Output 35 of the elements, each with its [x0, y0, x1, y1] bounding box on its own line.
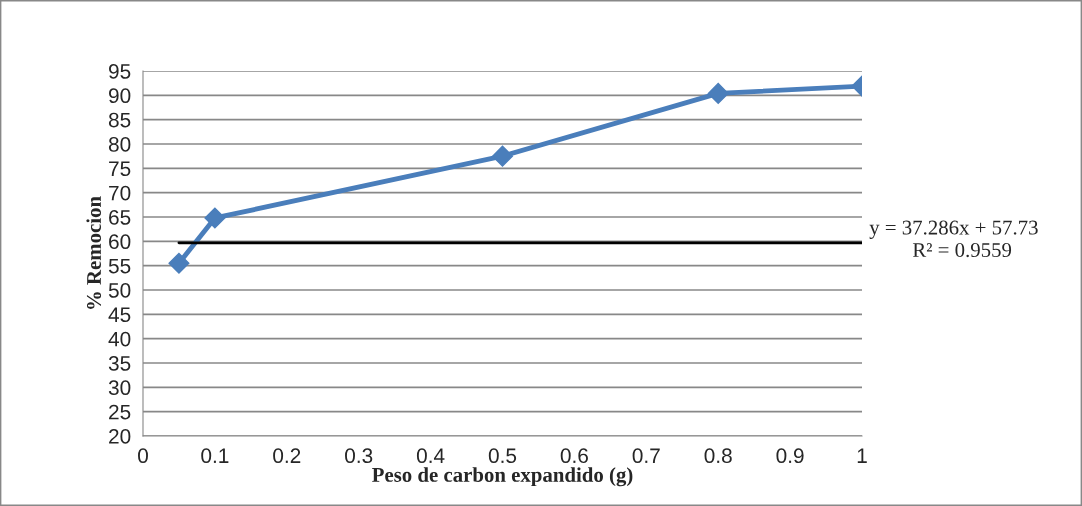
point: [707, 82, 729, 104]
y-tick-label: 25: [109, 404, 131, 420]
y-tick-label: 55: [108, 258, 131, 274]
x-tick-label: 0.5: [488, 448, 517, 464]
x-tick-label: 0.7: [632, 448, 660, 464]
y-tick-label: 95: [109, 64, 131, 79]
y-tick-label: 30: [108, 380, 131, 396]
y-tick-label: 50: [108, 283, 131, 298]
x-tick-label: 0.4: [416, 448, 445, 464]
y-tick-label: 90: [109, 88, 131, 104]
y-tick-label: 35: [108, 356, 131, 371]
y-tick-label: 45: [108, 307, 131, 323]
y-tick-label: 60: [109, 234, 131, 250]
point: [491, 145, 514, 167]
x-tick-label: 0.2: [273, 448, 301, 464]
y-tick-label: 85: [108, 112, 131, 128]
y-tick-label: 75: [109, 161, 131, 177]
text: R² = 0.9559: [912, 243, 1012, 258]
point: [168, 252, 190, 274]
x-tick-label: 0.1: [201, 448, 229, 464]
x-tick-label: 0.8: [704, 448, 732, 464]
y-tick-label: 20: [109, 429, 131, 444]
x-tick-label: 0.6: [560, 448, 588, 464]
x-tick-label: 1: [857, 448, 867, 463]
x-tick-label: 0: [138, 448, 148, 464]
point: [204, 207, 226, 229]
y-tick-label: 70: [109, 185, 131, 201]
x-tick-label: 0.3: [345, 448, 373, 464]
text: y = 37.286x + 57.73: [869, 220, 1038, 239]
x-axis-title: Peso de carbon expandido (g): [372, 467, 633, 487]
y-axis-title: % Remocion: [86, 196, 102, 309]
y-tick-label: 40: [108, 331, 131, 347]
y-tick-label: 80: [108, 137, 131, 152]
y-tick-label: 65: [109, 210, 131, 225]
x-tick-label: 0.9: [776, 448, 804, 464]
